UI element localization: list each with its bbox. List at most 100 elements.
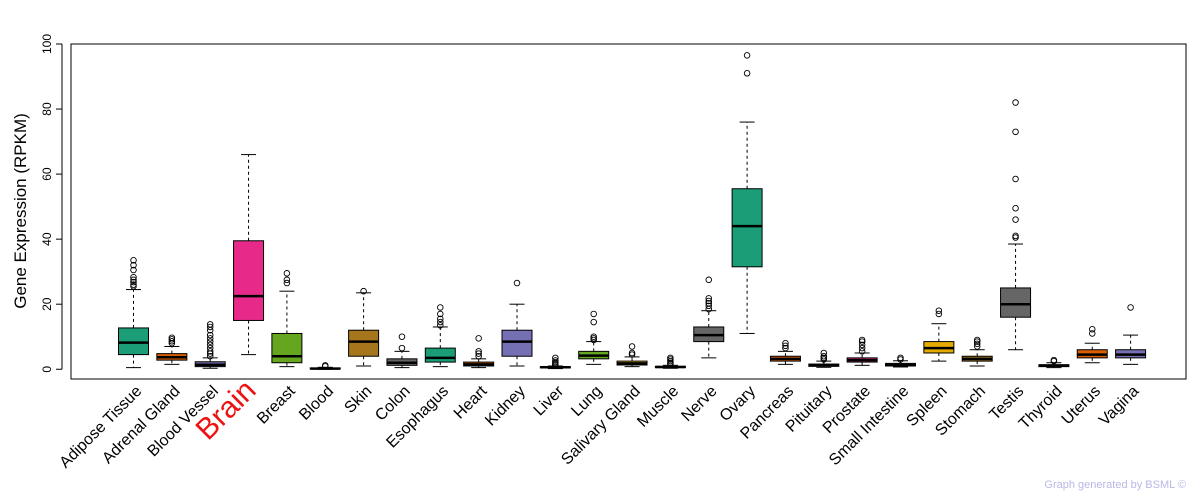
- x-tick-label: Thyroid: [1016, 383, 1066, 433]
- box-liver: [539, 354, 571, 370]
- box-kidney: [501, 279, 533, 367]
- iqr-box: [348, 329, 380, 357]
- iqr-box: [271, 332, 303, 364]
- outlier-point: [130, 273, 137, 281]
- x-tick-label: Muscle: [634, 383, 682, 431]
- outlier-point: [206, 352, 214, 360]
- outlier-point: [398, 344, 406, 352]
- outlier-point: [437, 318, 444, 326]
- outlier-point: [130, 266, 137, 274]
- box-salivary-gland: [616, 343, 648, 368]
- outlier-point: [590, 310, 597, 318]
- box-stomach: [961, 336, 993, 367]
- outlier-point: [782, 339, 789, 347]
- outlier-point: [206, 323, 214, 331]
- box-colon: [386, 333, 418, 369]
- y-tick-label: 20: [40, 297, 54, 311]
- outlier-point: [437, 304, 444, 311]
- iqr-box: [233, 240, 265, 321]
- outlier-point: [513, 279, 521, 287]
- x-tick-label: Vagina: [1096, 383, 1142, 429]
- box-lung: [578, 310, 610, 365]
- y-axis-label: Gene Expression (RPKM): [11, 113, 30, 309]
- box-uterus: [1076, 325, 1108, 364]
- box-ovary: [731, 52, 763, 334]
- box-muscle: [654, 354, 686, 369]
- outlier-point: [437, 315, 444, 323]
- outlier-point: [206, 331, 214, 339]
- outlier-point: [973, 340, 981, 348]
- y-axis: 0 20 40 60 80 100: [40, 34, 63, 373]
- outlier-point: [437, 322, 444, 329]
- outlier-point: [130, 276, 137, 284]
- outlier-point: [1050, 356, 1058, 364]
- outlier-point: [130, 257, 137, 264]
- box-nerve: [693, 276, 725, 359]
- y-tick-label: 0: [40, 366, 54, 373]
- outlier-point: [1088, 325, 1096, 333]
- box-esophagus: [424, 304, 456, 368]
- outlier-point: [973, 336, 981, 344]
- outlier-point: [1012, 175, 1019, 183]
- box-pancreas: [769, 339, 801, 365]
- outlier-point: [973, 343, 981, 350]
- outlier-point: [820, 349, 828, 357]
- outlier-point: [743, 70, 751, 77]
- box-prostate: [846, 336, 878, 366]
- box-heart: [463, 335, 495, 369]
- outlier-point: [897, 354, 904, 362]
- outlier-point: [283, 276, 291, 284]
- outlier-point: [782, 344, 789, 352]
- box-brain: [233, 154, 265, 356]
- outlier-point: [935, 307, 943, 314]
- outlier-point: [398, 333, 406, 340]
- outlier-point: [475, 350, 482, 357]
- x-tick-label: Kidney: [482, 383, 529, 430]
- box-breast: [271, 270, 303, 368]
- outlier-point: [1127, 304, 1134, 311]
- outlier-point: [590, 318, 597, 326]
- x-tick-label: Uterus: [1059, 383, 1104, 428]
- outlier-point: [858, 348, 866, 355]
- outlier-point: [168, 334, 176, 341]
- outlier-point: [206, 348, 214, 355]
- outlier-point: [858, 341, 866, 349]
- box-skin: [348, 287, 380, 367]
- outlier-point: [552, 357, 559, 364]
- iqr-box: [1000, 287, 1032, 318]
- outlier-point: [168, 338, 176, 345]
- outlier-point: [1012, 216, 1019, 223]
- outlier-point: [130, 278, 137, 286]
- outlier-point: [206, 341, 214, 349]
- credit-text: Graph generated by BSML ©: [1044, 479, 1186, 491]
- y-tick-label: 60: [40, 167, 54, 181]
- x-tick-label: Skin: [341, 383, 375, 417]
- outlier-point: [667, 354, 674, 362]
- box-thyroid: [1038, 356, 1070, 369]
- outlier-point: [628, 349, 636, 357]
- box-pituitary: [808, 349, 840, 368]
- outlier-point: [858, 336, 866, 344]
- outlier-point: [705, 276, 713, 284]
- outlier-point: [1012, 99, 1019, 106]
- outlier-point: [130, 261, 137, 269]
- outlier-point: [206, 338, 214, 345]
- outlier-point: [820, 352, 828, 360]
- outlier-point: [858, 344, 866, 352]
- outlier-point: [283, 270, 291, 277]
- iqr-box: [501, 329, 533, 357]
- outlier-point: [360, 287, 367, 295]
- box-small-intestine: [885, 354, 916, 368]
- box-spleen: [923, 307, 955, 362]
- outlier-point: [782, 342, 789, 350]
- outlier-point: [475, 335, 482, 342]
- outlier-point: [206, 344, 214, 352]
- box-series: [118, 52, 1147, 370]
- y-tick-label: 40: [40, 232, 54, 246]
- outlier-point: [1012, 204, 1019, 212]
- box-blood-vessel: [194, 321, 226, 369]
- outlier-point: [206, 335, 214, 342]
- y-tick-label: 100: [40, 34, 54, 54]
- iqr-box: [118, 327, 149, 356]
